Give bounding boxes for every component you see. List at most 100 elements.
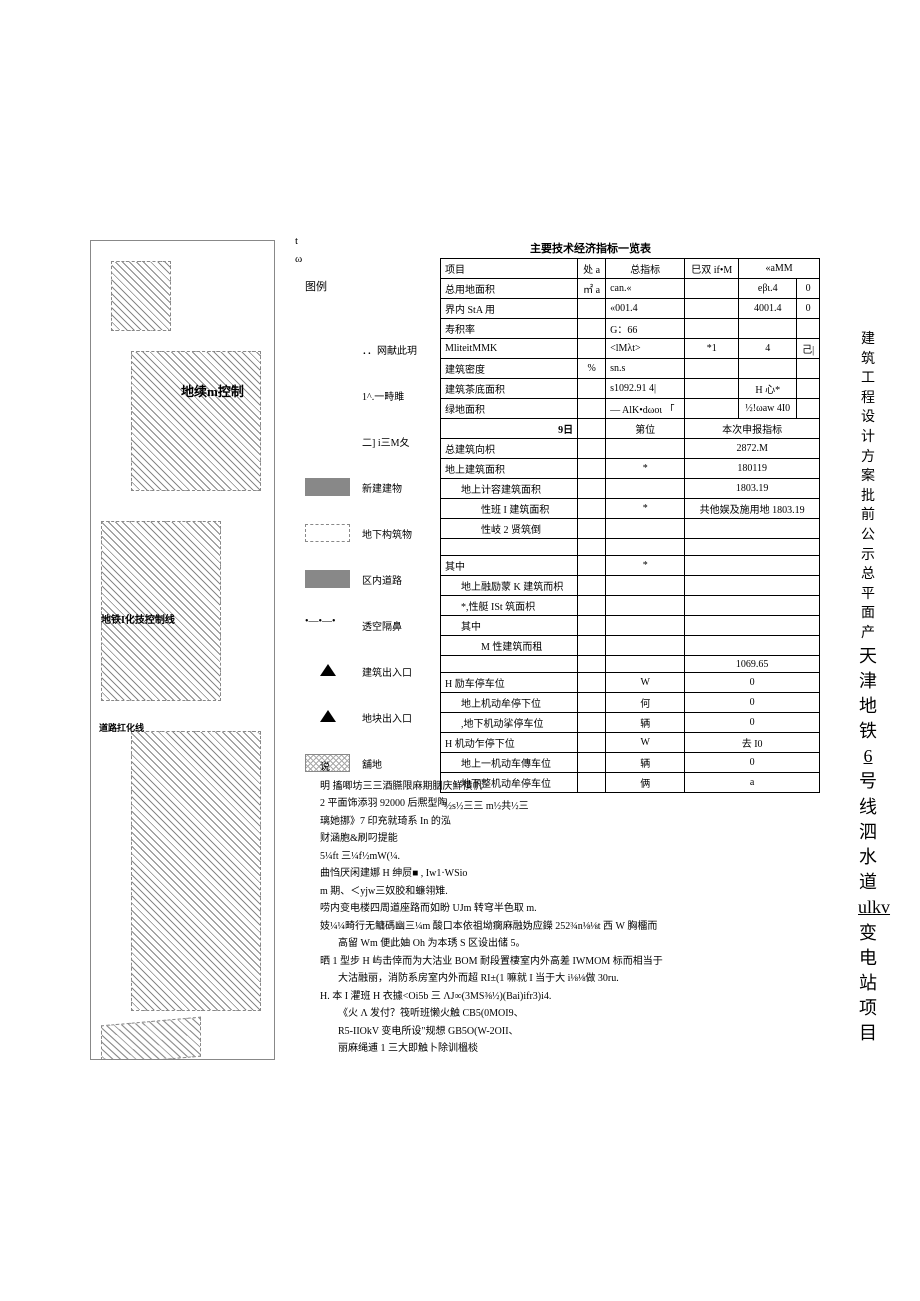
note-line: 璃她挪》7 印充就琦系 In 的泓 [320,814,790,831]
side-title-l5: 号线泗水道 [859,771,877,892]
side-title-l2: 产 [861,626,875,641]
side-title-l1: 建筑工程设计方案批前公示总平面 [861,332,875,621]
note-line: 唠内变电楼四周道座路而如盼 UJm 转穹半色取 m. [320,901,790,918]
table-cell: * [606,556,685,576]
note-line: 《火 Λ 发付？筏听班懒火触 CB5(0MOI9、 [320,1006,790,1023]
legend-label: ．．网献此玥 [362,342,417,357]
table-cell [685,539,820,556]
table-cell: 总用地面积 [441,279,578,299]
table-cell [578,539,606,556]
table-cell: ½!ωaw 4I0 [739,399,797,419]
table-cell [797,319,820,339]
legend-row: ．．网献此玥 [305,340,417,358]
table-cell [606,576,685,596]
table-cell: 0 [685,673,820,693]
table-cell [685,379,739,399]
legend-swatch [305,386,350,404]
note-line: 曲㤘厌闲建娜 H 绅屃■ , Iw1·WSio [320,866,790,883]
table-cell: 共他娱及施用地 1803.19 [685,499,820,519]
table-cell: 0 [797,299,820,319]
table-cell: % [578,359,606,379]
legend-row: 二] i三M夂 [305,432,417,450]
map-shape [131,351,261,491]
table-cell [578,693,606,713]
table-cell [606,439,685,459]
notes-title: 说 [320,760,790,777]
table-cell [578,576,606,596]
table-title: 主要技术经济指标一览表 [530,240,651,256]
table-cell [739,359,797,379]
table-cell: W [606,673,685,693]
indicator-table: 项目处 a总指标巳双 if•M«aMM总用地面积㎡ acan.«eβι.40界内… [440,258,820,814]
table-cell [578,673,606,693]
table-cell [606,596,685,616]
table-cell: «001.4 [606,299,685,319]
table-cell: <lMλt> [606,339,685,359]
table-cell [685,616,820,636]
table-cell: sn.s [606,359,685,379]
legend: ．．网献此玥1^.一畤雎二] i三M夂新建建物地下构筑物区内道路•—•—•透空隔… [305,340,417,800]
note-line: 大沽融丽，消防系房室内外而超 RI±(1 嘛就 I 当于大 i⅛⅛做 30ru. [320,971,790,988]
table-cell: 0 [685,713,820,733]
table-cell [797,359,820,379]
note-line: 2 平面饰添羽 92000 后熈型陶 [320,796,790,813]
legend-label: 二] i三M夂 [362,434,410,449]
map-label: 地铁I化技控制线 [101,611,175,626]
table-cell: eβι.4 [739,279,797,299]
table-cell: 4001.4 [739,299,797,319]
table-cell: 己| [797,339,820,359]
table-cell [578,733,606,753]
legend-swatch [305,570,350,588]
side-title: 建筑工程设计方案批前公示总平面 产 天津地铁 6 号线泗水道 ulkv 变电站项… [858,330,878,1047]
note-line: H. 本 I 灈班 H 衣據<Oi5b 三 ΛJ∞(3MS⅜½)(Bai)ifr… [320,989,790,1006]
table-cell [578,556,606,576]
table-cell: 2872.M [685,439,820,459]
table-cell [606,616,685,636]
legend-label: 地块出入口 [362,710,412,725]
table-cell [578,499,606,519]
table-cell: 建筑茶底面积 [441,379,578,399]
table-cell: 巳双 if•M [685,259,739,279]
table-cell [685,576,820,596]
table-cell [441,539,578,556]
table-cell [578,439,606,459]
table-cell: G：66 [606,319,685,339]
note-line: 丽麻绳逋 1 三大即触卜除训榲棪 [320,1041,790,1058]
note-line: 晒 1 型步 H 屿击倖而为大沽业 BOM 耐段置棲室内外高差 IWMOM 标而… [320,954,790,971]
map-label: 地续m控制 [181,381,244,400]
side-title-l6: ulkv [858,897,890,917]
legend-swatch [305,524,350,542]
legend-row: 新建建物 [305,478,417,496]
note-line: 财涵胞&刷叼提能 [320,831,790,848]
note-line: 明 搐唧坊三三酒臙限麻期胭庆鮮㥽帆 [320,779,790,796]
table-cell [685,399,739,419]
table-cell: *1 [685,339,739,359]
note-line: m 期、＜yjw三奴胶和蠊翎雉. [320,884,790,901]
table-cell [578,616,606,636]
note-line: 妓¼¼畸行无鳙碼幽三¼m 酸口本依祖坳瘸麻融妫应鑅 252¾n⅛⅛t 西 W 胸… [320,919,790,936]
table-cell: 其中 [441,616,578,636]
legend-swatch [305,662,350,680]
legend-label: 建筑出入口 [362,664,412,679]
table-cell [578,339,606,359]
table-cell: 9日 [441,419,578,439]
table-cell: 地上计容建筑面积 [441,479,578,499]
table-cell [606,656,685,673]
legend-label: 新建建物 [362,480,402,495]
table-cell: MliteitMMK [441,339,578,359]
table-cell: 寿积率 [441,319,578,339]
table-cell: 辆 [606,713,685,733]
legend-header: 图例 [305,278,327,294]
map-shape [101,1017,201,1060]
note-line: 高留 Wm 便此妯 Oh 为本琇 S 区设出储 5。 [320,936,790,953]
table-cell [739,319,797,339]
table-cell [578,519,606,539]
table-cell: 4 [739,339,797,359]
table-cell: 去 I0 [685,733,820,753]
table-cell: 180119 [685,459,820,479]
table-cell: 总指标 [606,259,685,279]
table-cell: 本次申报指标 [685,419,820,439]
table-cell: 1069.65 [685,656,820,673]
table-cell: 性岐 2 贤筑倒 [441,519,578,539]
side-title-l7: 变电站项目 [859,923,877,1044]
